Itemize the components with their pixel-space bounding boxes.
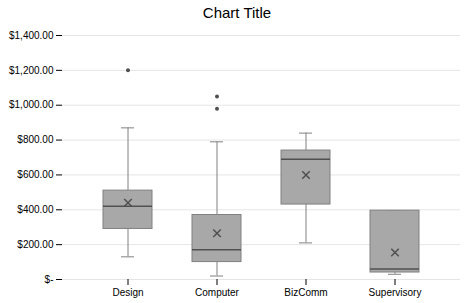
svg-text:$200.00: $200.00	[17, 239, 54, 250]
svg-text:$800.00: $800.00	[17, 134, 54, 145]
svg-text:Computer: Computer	[195, 287, 240, 298]
svg-text:BizComm: BizComm	[284, 287, 327, 298]
svg-text:$1,200.00: $1,200.00	[9, 65, 54, 76]
svg-text:$1,400.00: $1,400.00	[9, 30, 54, 41]
svg-text:$400.00: $400.00	[17, 204, 54, 215]
svg-text:$600.00: $600.00	[17, 169, 54, 180]
svg-text:$1,000.00: $1,000.00	[9, 99, 54, 110]
svg-text:Design: Design	[112, 287, 143, 298]
svg-text:Supervisory: Supervisory	[369, 287, 422, 298]
html-text:Chart Title: Chart Title	[202, 4, 272, 21]
svg-text:$-: $-	[45, 274, 54, 285]
